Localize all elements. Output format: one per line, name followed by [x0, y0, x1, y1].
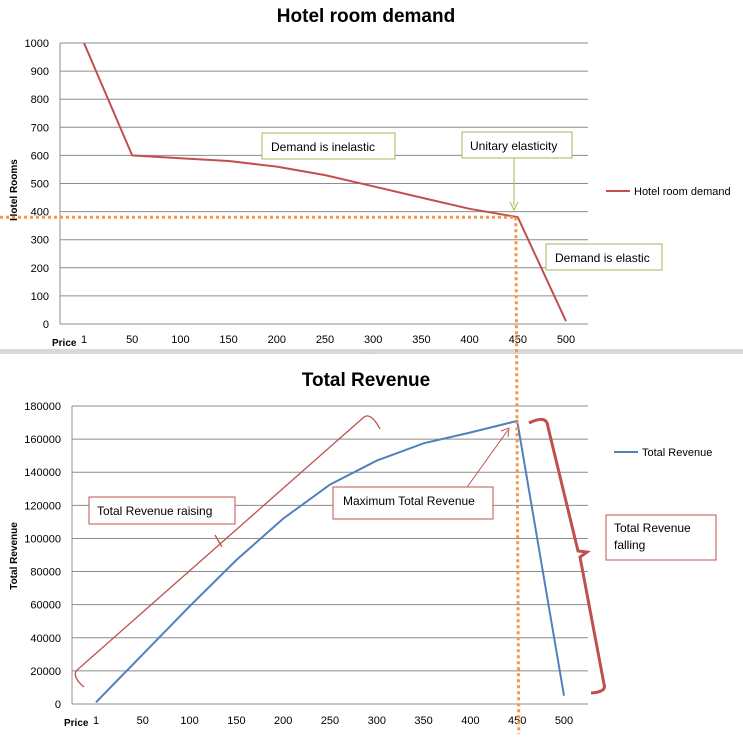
- revenue-x-tick-250: 250: [321, 715, 339, 727]
- demand-legend-label: Hotel room demand: [634, 186, 731, 198]
- revenue-x-tick-150: 150: [227, 715, 245, 727]
- demand-x-tick-250: 250: [316, 334, 334, 346]
- maximum-arrow: [464, 429, 509, 491]
- annotation-maximum-text: Maximum Total Revenue: [343, 494, 475, 508]
- revenue-x-tick-1: 1: [93, 715, 99, 727]
- revenue-y-axis-label: Total Revenue: [9, 522, 20, 590]
- demand-y-tick-200: 200: [31, 263, 49, 275]
- revenue-y-tick-140000: 140000: [24, 467, 61, 479]
- annotation-unitary-box: [461, 131, 573, 159]
- revenue-y-tick-40000: 40000: [30, 633, 61, 645]
- revenue-y-tick-80000: 80000: [30, 567, 61, 579]
- demand-series-line: [83, 42, 567, 322]
- demand-y-tick-0: 0: [43, 319, 49, 331]
- revenue-y-tick-180000: 180000: [24, 401, 61, 413]
- annotation-raising: Total Revenue raising: [88, 496, 236, 525]
- revenue-y-ticks: 0 20000 40000 60000 80000 100000 120000 140000 1…: [24, 401, 61, 711]
- revenue-y-tick-100000: 100000: [24, 533, 61, 545]
- demand-chart: Hotel room demand 0 100 200 300 400 500 600 700…: [9, 6, 731, 349]
- demand-y-axis-label: Hotel Rooms: [9, 159, 20, 221]
- demand-y-ticks: 0 100 200 300 400 500 600 700 800 900 1000: [25, 38, 49, 331]
- revenue-series-line: [95, 419, 565, 703]
- guide-line-vertical: [514, 217, 521, 735]
- revenue-x-tick-200: 200: [274, 715, 292, 727]
- demand-legend: Hotel room demand: [606, 186, 731, 198]
- demand-chart-title: Hotel room demand: [277, 6, 455, 27]
- demand-y-tick-600: 600: [31, 150, 49, 162]
- falling-brace: [528, 417, 606, 695]
- annotation-unitary-text: Unitary elasticity: [470, 139, 557, 153]
- revenue-x-tick-100: 100: [180, 715, 198, 727]
- demand-x-axis-label: Price: [52, 338, 77, 349]
- revenue-x-tick-400: 400: [461, 715, 479, 727]
- demand-x-tick-200: 200: [268, 334, 286, 346]
- revenue-legend: Total Revenue: [614, 447, 712, 459]
- demand-x-tick-100: 100: [171, 334, 189, 346]
- revenue-x-tick-50: 50: [137, 715, 149, 727]
- demand-y-tick-1000: 1000: [25, 38, 49, 50]
- demand-x-tick-350: 350: [412, 334, 430, 346]
- demand-y-tick-500: 500: [31, 179, 49, 191]
- annotation-maximum-box: [332, 486, 494, 520]
- annotation-maximum: Maximum Total Revenue: [332, 486, 494, 520]
- revenue-x-ticks: 1 50 100 150 200 250 300 350 400 450 500: [93, 715, 573, 727]
- revenue-y-tick-0: 0: [55, 699, 61, 711]
- revenue-chart: Total Revenue 0 20000 40000 60000 80000 10000…: [9, 370, 717, 729]
- annotation-falling-text: Total Revenue falling: [614, 521, 691, 552]
- annotation-inelastic: Demand is inelastic: [261, 132, 396, 160]
- annotation-unitary-arrowhead: [509, 201, 519, 212]
- revenue-x-tick-300: 300: [368, 715, 386, 727]
- demand-y-tick-100: 100: [31, 291, 49, 303]
- demand-y-tick-700: 700: [31, 122, 49, 134]
- demand-y-tick-400: 400: [31, 207, 49, 219]
- revenue-x-tick-450: 450: [508, 715, 526, 727]
- demand-y-tick-300: 300: [31, 235, 49, 247]
- annotation-raising-box: [88, 496, 236, 525]
- demand-x-tick-150: 150: [219, 334, 237, 346]
- revenue-y-tick-60000: 60000: [30, 600, 61, 612]
- annotation-inelastic-text: Demand is inelastic: [271, 140, 375, 154]
- demand-x-tick-1: 1: [81, 334, 87, 346]
- revenue-y-tick-160000: 160000: [24, 434, 61, 446]
- maximum-arrowhead: [500, 427, 510, 438]
- annotation-raising-text: Total Revenue raising: [97, 504, 212, 518]
- revenue-x-tick-500: 500: [555, 715, 573, 727]
- demand-y-tick-900: 900: [31, 66, 49, 78]
- chart-divider: [0, 349, 743, 354]
- demand-x-tick-300: 300: [364, 334, 382, 346]
- revenue-chart-title: Total Revenue: [302, 370, 430, 391]
- divider-grip-icon: ····: [365, 351, 373, 357]
- annotation-elastic-text: Demand is elastic: [555, 251, 650, 265]
- revenue-x-tick-350: 350: [414, 715, 432, 727]
- revenue-x-axis-label: Price: [64, 718, 89, 729]
- demand-x-tick-50: 50: [126, 334, 138, 346]
- raising-bracket-tip: [214, 534, 223, 548]
- revenue-legend-label: Total Revenue: [642, 447, 712, 459]
- demand-x-tick-400: 400: [460, 334, 478, 346]
- annotation-falling: Total Revenue falling: [605, 514, 717, 561]
- annotation-elastic: Demand is elastic: [545, 243, 663, 271]
- demand-x-tick-500: 500: [557, 334, 575, 346]
- revenue-y-tick-20000: 20000: [30, 666, 61, 678]
- annotation-inelastic-box: [261, 132, 396, 160]
- revenue-y-tick-120000: 120000: [24, 500, 61, 512]
- annotation-unitary: Unitary elasticity: [461, 131, 573, 212]
- annotation-elastic-box: [545, 243, 663, 271]
- demand-y-tick-800: 800: [31, 94, 49, 106]
- annotation-falling-box: [605, 514, 717, 561]
